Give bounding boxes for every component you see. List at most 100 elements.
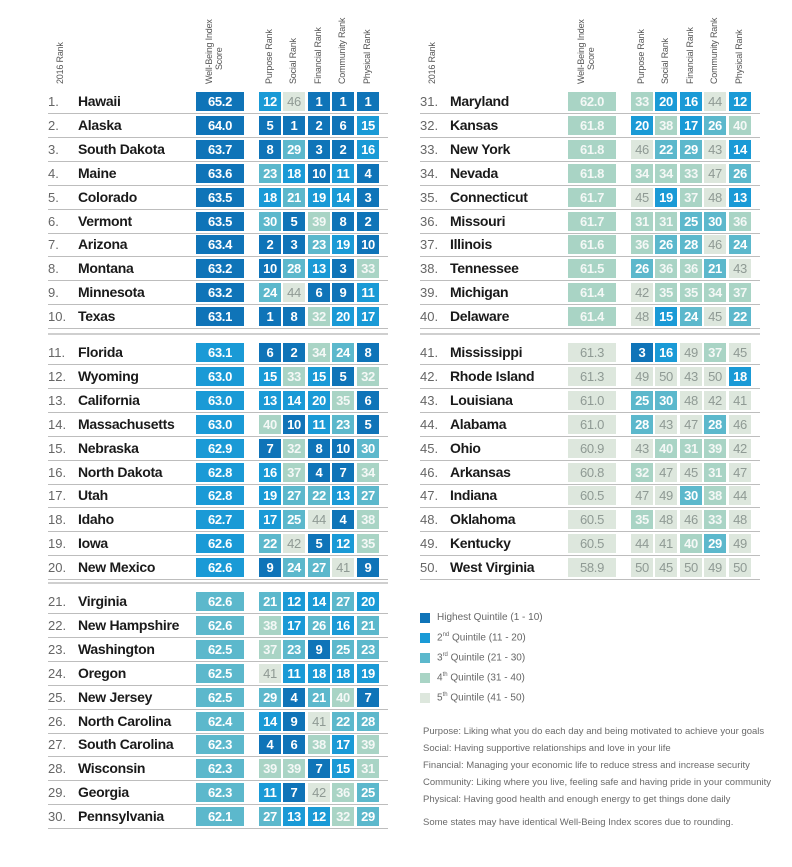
purpose-rank-cell: 2 <box>259 235 281 255</box>
social-rank-cell: 9 <box>283 711 305 731</box>
physical-rank-cell: 30 <box>357 438 379 458</box>
state-name: South Carolina <box>78 736 174 753</box>
purpose-rank-cell: 14 <box>259 711 281 731</box>
score-cell: 61.8 <box>568 115 616 135</box>
purpose-rank-cell: 49 <box>631 366 653 386</box>
purpose-rank-cell: 24 <box>259 283 281 303</box>
physical-rank-cell: 50 <box>729 558 751 578</box>
financial-rank-cell: 27 <box>308 558 330 578</box>
community-rank-cell: 50 <box>704 366 726 386</box>
social-rank-cell: 16 <box>655 343 677 362</box>
state-name: Nebraska <box>78 439 139 456</box>
physical-rank-cell: 45 <box>729 343 751 362</box>
score-cell: 62.8 <box>196 486 244 506</box>
purpose-rank-cell: 22 <box>259 534 281 554</box>
social-rank-cell: 24 <box>283 558 305 578</box>
state-name: Hawaii <box>78 93 121 109</box>
table-row: 16. North Dakota 62.8 16 37 4 7 34 <box>48 462 388 485</box>
community-rank-cell: 2 <box>332 139 354 159</box>
state-name: New Mexico <box>78 559 156 576</box>
row-divider <box>48 136 388 138</box>
legend-label: 3rd Quintile (21 - 30) <box>437 652 526 664</box>
community-rank-cell: 4 <box>332 510 354 530</box>
table-row: 13. California 63.0 13 14 20 35 6 <box>48 390 388 413</box>
social-rank-cell: 15 <box>655 307 677 327</box>
score-cell: 64.0 <box>196 115 244 135</box>
score-cell: 61.8 <box>568 139 616 159</box>
row-divider <box>48 280 388 282</box>
table-row: 18. Idaho 62.7 17 25 44 4 38 <box>48 510 388 533</box>
rank-number: 50. <box>420 560 439 576</box>
row-divider <box>48 364 388 365</box>
purpose-rank-cell: 3 <box>631 343 653 362</box>
purpose-rank-cell: 8 <box>259 139 281 159</box>
social-rank-cell: 34 <box>655 163 677 183</box>
social-rank-cell: 32 <box>283 438 305 458</box>
score-cell: 61.0 <box>568 414 616 434</box>
definition-financial: Financial: Managing your economic life t… <box>423 760 750 771</box>
score-cell: 61.8 <box>568 163 616 183</box>
table-row: 35. Connecticut 61.7 45 19 37 48 13 <box>420 187 760 210</box>
rank-number: 9. <box>48 285 59 301</box>
state-name: North Carolina <box>78 712 172 729</box>
financial-rank-cell: 48 <box>680 390 702 410</box>
financial-rank-cell: 32 <box>308 307 330 327</box>
financial-rank-cell: 34 <box>308 343 330 362</box>
purpose-rank-cell: 45 <box>631 187 653 207</box>
row-divider <box>48 184 388 186</box>
physical-rank-cell: 16 <box>357 139 379 159</box>
state-name: Alaska <box>78 116 122 133</box>
row-divider <box>420 459 760 461</box>
rank-number: 41. <box>420 345 439 360</box>
score-cell: 62.3 <box>196 735 244 755</box>
physical-rank-cell: 20 <box>357 592 379 611</box>
state-name: Illinois <box>450 236 492 253</box>
social-rank-cell: 26 <box>655 235 677 255</box>
social-rank-cell: 45 <box>655 558 677 578</box>
financial-rank-cell: 19 <box>308 187 330 207</box>
purpose-rank-cell: 46 <box>631 139 653 159</box>
score-cell: 62.9 <box>196 438 244 458</box>
physical-rank-cell: 8 <box>357 343 379 362</box>
header-social: Social Rank <box>288 38 298 84</box>
table-row: 17. Utah 62.8 19 27 22 13 27 <box>48 486 388 509</box>
state-name: Delaware <box>450 308 510 325</box>
financial-rank-cell: 2 <box>308 115 330 135</box>
physical-rank-cell: 27 <box>357 486 379 506</box>
score-cell: 63.1 <box>196 307 244 327</box>
physical-rank-cell: 29 <box>357 807 379 827</box>
physical-rank-cell: 22 <box>729 307 751 327</box>
row-divider <box>48 411 388 413</box>
header-score: Well-Being Index <box>576 19 586 84</box>
community-rank-cell: 39 <box>704 438 726 458</box>
table-row: 38. Tennessee 61.5 26 36 36 21 43 <box>420 259 760 282</box>
rank-number: 18. <box>48 512 67 528</box>
purpose-rank-cell: 44 <box>631 534 653 554</box>
score-cell: 62.5 <box>196 663 244 683</box>
table-row: 1. Hawaii 65.2 12 46 1 1 1 <box>48 92 388 114</box>
physical-rank-cell: 17 <box>357 307 379 327</box>
score-cell: 61.4 <box>568 307 616 327</box>
table-row: 40. Delaware 61.4 48 15 24 45 22 <box>420 307 760 330</box>
physical-rank-cell: 9 <box>357 558 379 578</box>
social-rank-cell: 22 <box>655 139 677 159</box>
state-name: Vermont <box>78 212 132 229</box>
purpose-rank-cell: 30 <box>259 211 281 231</box>
state-name: Texas <box>78 308 116 325</box>
state-name: New York <box>450 140 511 157</box>
rank-number: 12. <box>48 368 67 384</box>
row-divider <box>48 684 388 686</box>
purpose-rank-cell: 27 <box>259 807 281 827</box>
physical-rank-cell: 24 <box>729 235 751 255</box>
score-cell: 62.0 <box>568 92 616 111</box>
score-cell: 61.6 <box>568 235 616 255</box>
social-rank-cell: 49 <box>655 486 677 506</box>
score-cell: 60.5 <box>568 486 616 506</box>
social-rank-cell: 25 <box>283 510 305 530</box>
score-cell: 62.6 <box>196 615 244 635</box>
purpose-rank-cell: 20 <box>631 115 653 135</box>
row-divider <box>420 280 760 282</box>
physical-rank-cell: 25 <box>357 783 379 803</box>
financial-rank-cell: 4 <box>308 462 330 482</box>
financial-rank-cell: 15 <box>308 366 330 386</box>
